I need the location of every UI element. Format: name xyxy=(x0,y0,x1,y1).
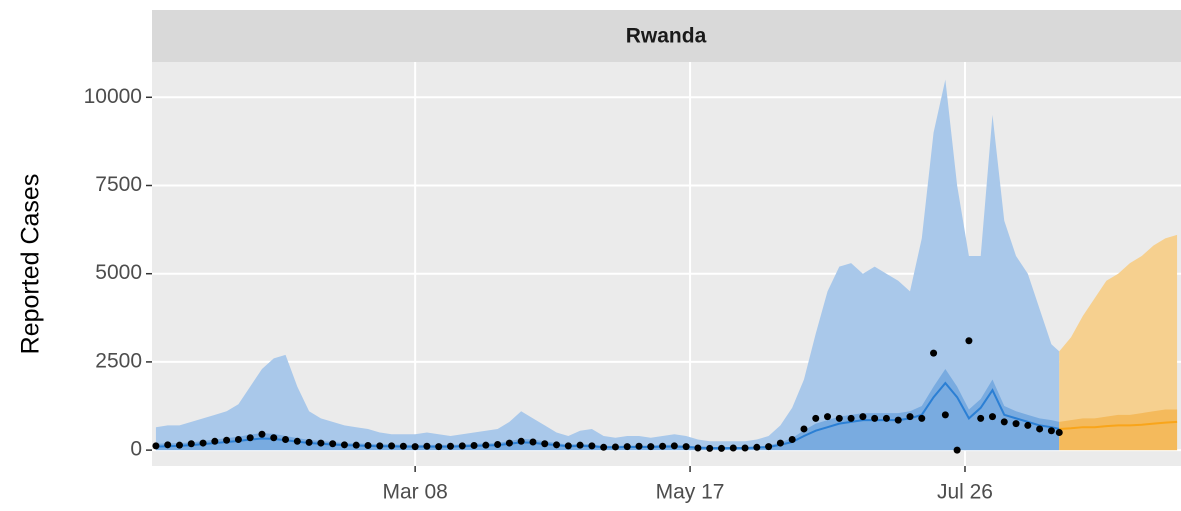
x-tick-label: Jul 26 xyxy=(937,481,993,504)
data-point xyxy=(706,444,714,452)
data-point xyxy=(812,414,820,422)
data-point xyxy=(364,442,372,450)
data-point xyxy=(388,442,396,450)
data-point xyxy=(470,442,478,450)
data-point xyxy=(305,438,313,446)
data-point xyxy=(164,441,172,449)
data-point xyxy=(717,444,725,452)
data-point xyxy=(1047,427,1055,435)
data-point xyxy=(918,414,926,422)
outer-band xyxy=(1059,234,1178,451)
facet-strip xyxy=(152,10,1181,62)
data-point xyxy=(446,442,454,450)
data-point xyxy=(564,442,572,450)
x-tick-label: Mar 08 xyxy=(382,481,447,504)
data-point xyxy=(753,443,761,451)
data-point xyxy=(682,443,690,451)
data-point xyxy=(729,444,737,452)
data-point xyxy=(187,440,195,448)
data-point xyxy=(635,442,643,450)
data-point xyxy=(988,413,996,421)
data-point xyxy=(293,437,301,445)
data-point xyxy=(270,434,278,442)
forecast-line xyxy=(1059,420,1178,430)
data-point xyxy=(494,440,502,448)
data-point xyxy=(199,439,207,447)
data-point xyxy=(376,442,384,450)
data-point xyxy=(211,437,219,445)
data-point xyxy=(175,441,183,449)
data-point xyxy=(234,436,242,444)
data-point xyxy=(223,436,231,444)
data-point xyxy=(1055,428,1063,436)
data-point xyxy=(765,443,773,451)
data-point xyxy=(435,443,443,451)
data-point xyxy=(835,414,843,422)
data-point xyxy=(352,441,360,449)
data-point xyxy=(505,439,513,447)
inner-band xyxy=(155,368,1060,451)
data-point xyxy=(423,442,431,450)
data-point xyxy=(611,443,619,451)
data-point xyxy=(411,443,419,451)
data-point xyxy=(977,414,985,422)
data-point xyxy=(553,441,561,449)
y-tick-label: 0 xyxy=(130,438,142,461)
data-point xyxy=(482,441,490,449)
data-point xyxy=(541,440,549,448)
data-point xyxy=(930,349,938,357)
data-point xyxy=(1036,425,1044,433)
data-point xyxy=(458,442,466,450)
data-point xyxy=(906,413,914,421)
data-point xyxy=(788,436,796,444)
data-point xyxy=(399,442,407,450)
data-point xyxy=(647,443,655,451)
data-point xyxy=(588,442,596,450)
data-point xyxy=(317,439,325,447)
data-point xyxy=(600,443,608,451)
data-point xyxy=(246,434,254,442)
x-tick-label: May 17 xyxy=(656,481,725,504)
y-tick-label: 7500 xyxy=(95,173,142,196)
y-axis-label: Reported Cases xyxy=(17,174,45,355)
data-point xyxy=(152,442,160,450)
data-point xyxy=(694,444,702,452)
data-point xyxy=(1012,420,1020,428)
data-point xyxy=(894,416,902,424)
y-tick-label: 5000 xyxy=(95,261,142,284)
data-point xyxy=(329,440,337,448)
data-point xyxy=(623,443,631,451)
data-point xyxy=(847,414,855,422)
data-point xyxy=(953,446,961,454)
data-point xyxy=(859,413,867,421)
y-tick-label: 10000 xyxy=(84,85,142,108)
data-point xyxy=(529,438,537,446)
data-point xyxy=(340,441,348,449)
data-point xyxy=(800,425,808,433)
data-point xyxy=(741,444,749,452)
data-point xyxy=(258,430,266,438)
facet-title: Rwanda xyxy=(626,25,707,48)
data-point xyxy=(776,439,784,447)
data-point xyxy=(871,414,879,422)
data-point xyxy=(941,411,949,419)
data-point xyxy=(282,436,290,444)
inner-band xyxy=(1059,409,1178,451)
data-point xyxy=(1024,421,1032,429)
data-point xyxy=(824,413,832,421)
data-point xyxy=(670,442,678,450)
data-point xyxy=(1000,418,1008,426)
data-point xyxy=(965,337,973,345)
data-point xyxy=(576,441,584,449)
data-point xyxy=(517,437,525,445)
data-point xyxy=(659,442,667,450)
data-point xyxy=(882,414,890,422)
outer-band xyxy=(155,79,1060,451)
y-tick-label: 2500 xyxy=(95,349,142,372)
